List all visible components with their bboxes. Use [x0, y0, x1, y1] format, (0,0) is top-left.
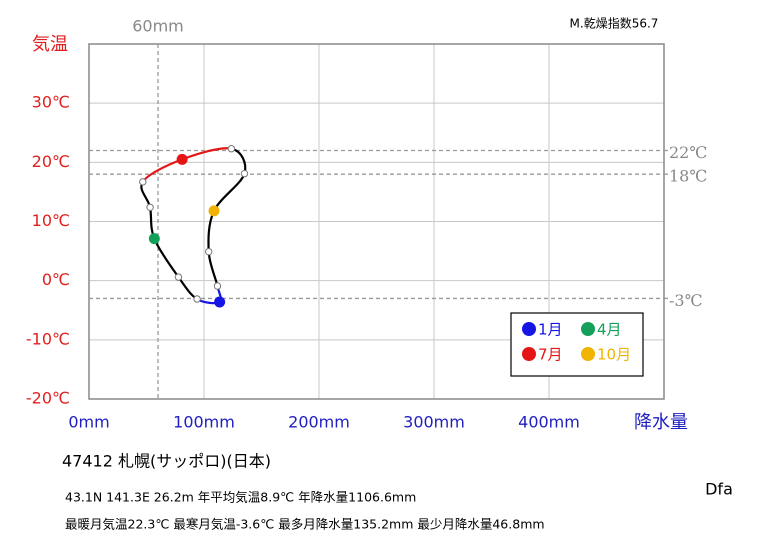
month-point — [139, 178, 147, 186]
month-point — [240, 169, 249, 178]
station-name: 47412 札幌(サッポロ)(日本) — [62, 452, 271, 471]
y-tick-label: -20℃ — [26, 389, 70, 408]
x-tick-label: 0mm — [68, 413, 109, 432]
climate-class: Dfa — [705, 480, 733, 499]
x-tick-label: 300mm — [403, 413, 465, 432]
reference-label: 60mm — [132, 17, 184, 36]
legend-label: 7月 — [538, 346, 563, 364]
reference-label: -3℃ — [669, 291, 702, 310]
month-point — [214, 296, 226, 308]
legend-label: 1月 — [538, 321, 563, 339]
reference-label: 18℃ — [669, 167, 707, 186]
legend-marker — [522, 322, 536, 336]
month-point — [146, 203, 154, 212]
x-tick-label: 200mm — [288, 413, 350, 432]
y-tick-label: 10℃ — [32, 211, 70, 230]
month-point — [227, 145, 236, 153]
x-tick-label: 100mm — [173, 413, 235, 432]
corner-note: M.乾燥指数56.7 — [570, 16, 659, 31]
legend-marker — [581, 322, 595, 336]
x-tick-label: 400mm — [518, 413, 580, 432]
reference-label: 22℃ — [669, 143, 707, 162]
legend-label: 4月 — [597, 321, 622, 339]
month-point — [174, 273, 183, 281]
month-point — [148, 233, 160, 245]
y-axis-title: 気温 — [32, 34, 68, 55]
x-axis-title: 降水量 — [634, 412, 688, 433]
info-line: 43.1N 141.3E 26.2m 年平均気温8.9℃ 年降水量1106.6m… — [65, 490, 416, 505]
y-tick-label: -10℃ — [26, 329, 70, 348]
month-point — [213, 282, 222, 290]
plot-frame — [88, 43, 665, 400]
y-tick-label: 30℃ — [32, 93, 70, 112]
month-point — [176, 153, 188, 165]
month-point — [193, 295, 201, 303]
legend-marker — [581, 347, 595, 361]
legend-marker — [522, 347, 536, 361]
y-tick-label: 0℃ — [42, 270, 70, 289]
legend-label: 10月 — [597, 346, 631, 364]
month-point — [205, 247, 213, 256]
y-tick-label: 20℃ — [32, 152, 70, 171]
info-line: 最暖月気温22.3℃ 最寒月気温-3.6℃ 最多月降水量135.2mm 最少月降… — [65, 517, 545, 532]
month-point — [208, 205, 220, 217]
